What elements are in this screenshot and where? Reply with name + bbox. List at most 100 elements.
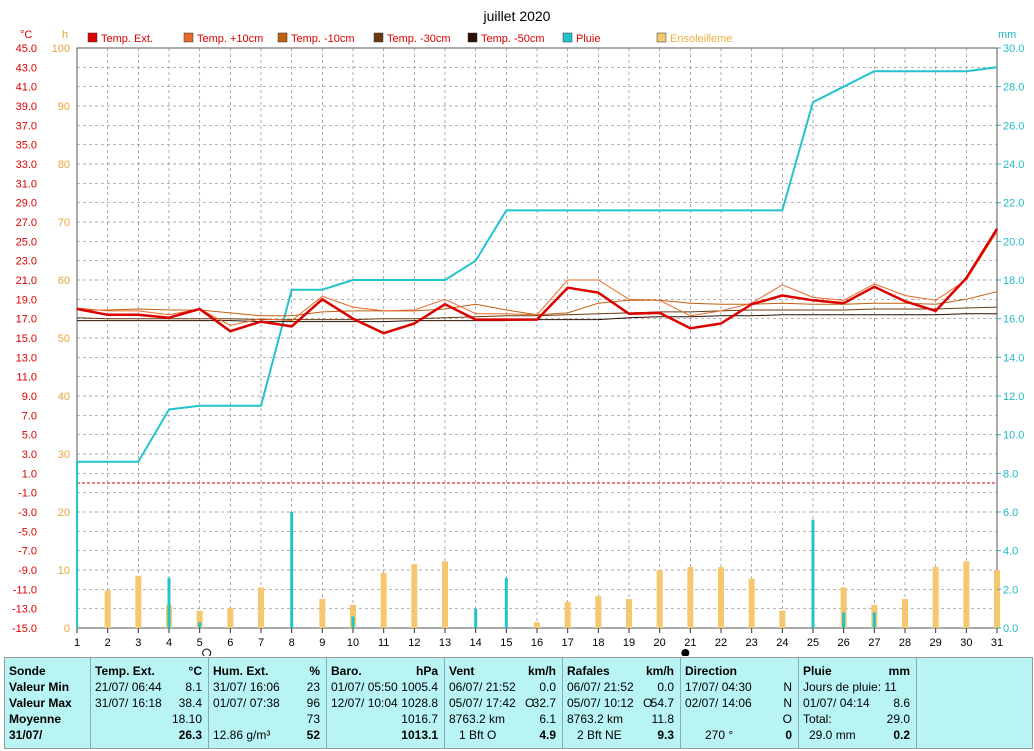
sunshine-bar [779,610,786,628]
hum-max-date: 01/07/ 07:38 [213,696,280,710]
tick-h: 50 [58,333,70,345]
tick-x: 11 [378,637,389,649]
baro-min-val: 1005.4 [401,680,438,694]
vent-min-date: 06/07/ 21:52 [449,680,516,694]
hum-moy: 73 [306,712,320,726]
label-min: Valeur Min [9,680,70,694]
tick-x: 12 [408,637,420,649]
axes: 45.043.041.039.037.035.033.031.029.027.0… [12,43,1024,656]
rain-bar [504,577,508,628]
sunshine-bar [380,572,387,628]
unit-left: °C [20,29,32,41]
direction-min-date: 17/07/ 04:30 [685,680,752,694]
rain-bar [811,519,815,628]
tick-x: 2 [105,637,111,649]
tick-x: 25 [807,637,819,649]
rain-bar [167,577,171,628]
tick-right: 8.0 [1003,468,1018,480]
vent-min-val: 0.0 [539,680,556,694]
tick-h: 90 [58,101,70,113]
tick-left: -13.0 [12,604,37,616]
col-temp: Temp. Ext. °C 21/07/ 06:44 8.1 31/07/ 16:1… [91,658,209,748]
tick-left: -15.0 [12,623,37,635]
sonde-header: Sonde [9,664,46,678]
vent-dist: 8763.2 km [449,712,506,726]
rafales-max-date: 05/07/ 10:12 [567,696,634,710]
tick-x: 22 [715,637,727,649]
rain-bar [474,608,478,628]
sunshine-bar [319,599,326,628]
legend-label: Temp. -10cm [291,33,355,45]
tick-left: 39.0 [16,101,37,113]
tick-left: 43.0 [16,62,37,74]
tick-x: 24 [776,637,788,649]
rain-bar [351,616,355,628]
vent-max-dir: O [525,696,535,710]
temp-min-val: 8.1 [185,680,202,694]
rain-bar [842,612,846,628]
col-hum: Hum. Ext.% 31/07/ 16:06 23 01/07/ 07:38 96… [209,658,327,748]
sunshine-bar [595,596,602,628]
sunshine-bar [411,564,418,628]
tick-left: -11.0 [13,584,37,596]
tick-h: 10 [58,565,70,577]
legend-label: Ensoleilleme [670,33,732,45]
sunshine-bar [258,587,264,628]
col-sonde: Sonde Valeur Min Valeur Max Moyenne 31/0… [5,658,91,748]
tick-x: 29 [930,637,942,649]
pluie-unit: mm [888,664,910,678]
tick-h: 100 [52,43,70,55]
tick-right: 16.0 [1003,314,1024,326]
chart-title: juillet 2020 [483,8,551,24]
tick-left: 27.0 [16,217,37,229]
legend-label: Temp. -50cm [481,33,545,45]
tick-left: 25.0 [16,236,37,248]
baro-unit: hPa [415,664,438,678]
tick-left: 23.0 [16,256,37,268]
baro-header: Baro. [331,664,362,678]
tick-x: 5 [197,637,203,649]
tick-left: -5.0 [18,526,37,538]
tick-right: 26.0 [1003,120,1024,132]
hum-min-date: 31/07/ 16:06 [213,680,280,694]
tick-h: 20 [58,507,70,519]
tick-left: 21.0 [16,275,37,287]
tick-right: 14.0 [1003,352,1024,364]
temp-unit: °C [188,664,202,678]
sunshine-bar [994,570,1000,628]
tick-h: 0 [64,623,70,635]
sunshine-bar [626,599,632,628]
rafales-min-val: 0.0 [657,680,674,694]
moon-phase-marker [202,648,212,656]
tick-h: 70 [58,217,70,229]
tick-x: 9 [319,637,325,649]
weather-chart: juillet 2020 °C h mm Temp. Ext. Temp. +10… [12,8,1024,656]
pluie-jours: Jours de pluie: 11 [803,680,897,694]
tick-right: 20.0 [1003,236,1024,248]
sunshine-bar [687,567,694,628]
pluie-cur-mm: 29.0 mm [809,728,856,742]
grid [76,47,998,629]
col-direction: Direction 17/07/ 04:30 N 02/07/ 14:06 N O … [681,658,799,748]
unit-right: mm [998,29,1016,41]
stats-table: Sonde Valeur Min Valeur Max Moyenne 31/0… [4,657,1033,749]
vent-bft: 1 Bft O [459,728,497,742]
tick-left: 1.0 [22,468,37,480]
tick-x: 14 [470,637,482,649]
tick-x: 6 [227,637,233,649]
tick-left: 7.0 [22,410,37,422]
tick-left: 9.0 [22,391,37,403]
sunshine-bar [564,601,571,628]
series-temp-10cm [76,231,998,326]
pluie-max-val: 8.6 [893,696,910,710]
tick-x: 13 [439,637,451,649]
tick-right: 30.0 [1003,43,1024,55]
hum-min-val: 23 [306,680,320,694]
tick-x: 16 [531,637,543,649]
label-moy: Moyenne [9,712,62,726]
legend-swatch [183,32,194,43]
tick-left: 41.0 [16,82,37,94]
rain-bar [872,612,876,628]
tick-left: 31.0 [16,178,37,190]
hum-cur: 52 [306,728,320,742]
